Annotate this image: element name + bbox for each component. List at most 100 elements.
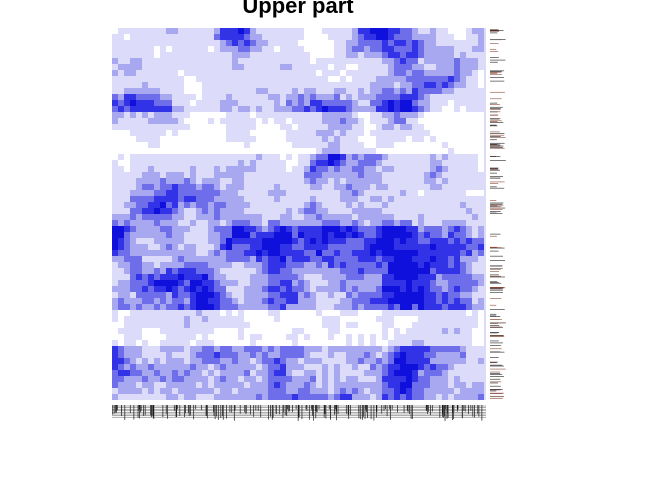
heatmap-cell xyxy=(256,88,262,94)
heatmap-cell xyxy=(142,148,148,154)
heatmap-cell xyxy=(370,292,376,298)
heatmap-cell xyxy=(328,256,334,262)
heatmap-cell xyxy=(256,256,262,262)
heatmap-cell xyxy=(118,280,124,286)
heatmap-cell xyxy=(358,226,364,232)
heatmap-cell xyxy=(190,304,196,310)
heatmap-cell xyxy=(406,34,412,40)
heatmap-cell xyxy=(196,364,202,370)
heatmap-cell xyxy=(352,256,358,262)
heatmap-cell xyxy=(424,304,430,310)
heatmap-cell xyxy=(190,388,196,394)
heatmap-cell xyxy=(382,250,388,256)
heatmap-cell xyxy=(334,238,340,244)
heatmap-cell xyxy=(262,340,268,346)
heatmap-cell xyxy=(346,118,352,124)
heatmap-cell xyxy=(256,352,262,358)
heatmap-cell xyxy=(142,268,148,274)
heatmap-cell xyxy=(268,220,274,226)
heatmap-cell xyxy=(130,208,136,214)
heatmap-cell xyxy=(310,148,316,154)
heatmap-cell xyxy=(232,46,238,52)
heatmap-cell xyxy=(262,298,268,304)
heatmap-cell xyxy=(448,46,454,52)
heatmap-cell xyxy=(364,172,370,178)
heatmap-cell xyxy=(208,142,214,148)
heatmap-cell xyxy=(136,100,142,106)
heatmap-cell xyxy=(412,70,418,76)
heatmap-cell xyxy=(274,256,280,262)
heatmap-cell xyxy=(286,142,292,148)
heatmap-cell xyxy=(232,382,238,388)
heatmap-cell xyxy=(142,214,148,220)
heatmap-cell xyxy=(130,382,136,388)
heatmap-cell xyxy=(370,256,376,262)
heatmap-cell xyxy=(118,94,124,100)
heatmap-cell xyxy=(466,280,472,286)
heatmap-cell xyxy=(244,334,250,340)
heatmap-cell xyxy=(316,268,322,274)
heatmap-cell xyxy=(172,136,178,142)
heatmap-cell xyxy=(232,250,238,256)
heatmap-cell xyxy=(448,346,454,352)
heatmap-cell xyxy=(322,376,328,382)
heatmap-cell xyxy=(424,100,430,106)
heatmap-cell xyxy=(412,262,418,268)
heatmap-cell xyxy=(364,184,370,190)
heatmap-cell xyxy=(400,88,406,94)
heatmap-cell xyxy=(364,124,370,130)
heatmap-cell xyxy=(394,274,400,280)
heatmap-cell xyxy=(352,166,358,172)
heatmap-cell xyxy=(286,256,292,262)
heatmap-cell xyxy=(232,220,238,226)
heatmap-cell xyxy=(214,304,220,310)
heatmap-cell xyxy=(154,100,160,106)
heatmap-cell xyxy=(214,352,220,358)
heatmap-cell xyxy=(406,46,412,52)
heatmap-cell xyxy=(436,370,442,376)
heatmap-cell xyxy=(262,352,268,358)
heatmap-cell xyxy=(478,304,484,310)
heatmap-cell xyxy=(322,154,328,160)
heatmap-cell xyxy=(286,232,292,238)
heatmap-cell xyxy=(226,340,232,346)
heatmap-cell xyxy=(244,388,250,394)
heatmap-cell xyxy=(376,286,382,292)
heatmap-cell xyxy=(208,346,214,352)
heatmap-cell xyxy=(328,46,334,52)
heatmap-cell xyxy=(118,160,124,166)
heatmap-cell xyxy=(202,316,208,322)
heatmap-cell xyxy=(358,352,364,358)
heatmap-cell xyxy=(430,394,436,400)
heatmap-cell xyxy=(406,370,412,376)
heatmap-cell xyxy=(304,226,310,232)
heatmap-cell xyxy=(466,232,472,238)
heatmap-cell xyxy=(298,322,304,328)
heatmap-cell xyxy=(310,94,316,100)
heatmap-cell xyxy=(166,196,172,202)
heatmap-cell xyxy=(448,58,454,64)
heatmap-cell xyxy=(466,244,472,250)
heatmap-cell xyxy=(394,34,400,40)
heatmap-cell xyxy=(166,118,172,124)
heatmap-cell xyxy=(436,364,442,370)
heatmap-cell xyxy=(130,286,136,292)
heatmap-cell xyxy=(226,358,232,364)
heatmap-cell xyxy=(160,220,166,226)
heatmap-cell xyxy=(442,304,448,310)
heatmap-cell xyxy=(262,124,268,130)
heatmap-cell xyxy=(292,358,298,364)
heatmap-cell xyxy=(304,28,310,34)
heatmap-cell xyxy=(340,280,346,286)
heatmap-cell xyxy=(406,148,412,154)
heatmap-cell xyxy=(160,142,166,148)
heatmap-cell xyxy=(472,244,478,250)
heatmap-cell xyxy=(388,52,394,58)
heatmap-cell xyxy=(208,190,214,196)
heatmap-cell xyxy=(328,106,334,112)
heatmap-cell xyxy=(244,292,250,298)
heatmap-cell xyxy=(478,46,484,52)
heatmap-cell xyxy=(460,226,466,232)
heatmap-cell xyxy=(286,220,292,226)
heatmap-cell xyxy=(118,142,124,148)
